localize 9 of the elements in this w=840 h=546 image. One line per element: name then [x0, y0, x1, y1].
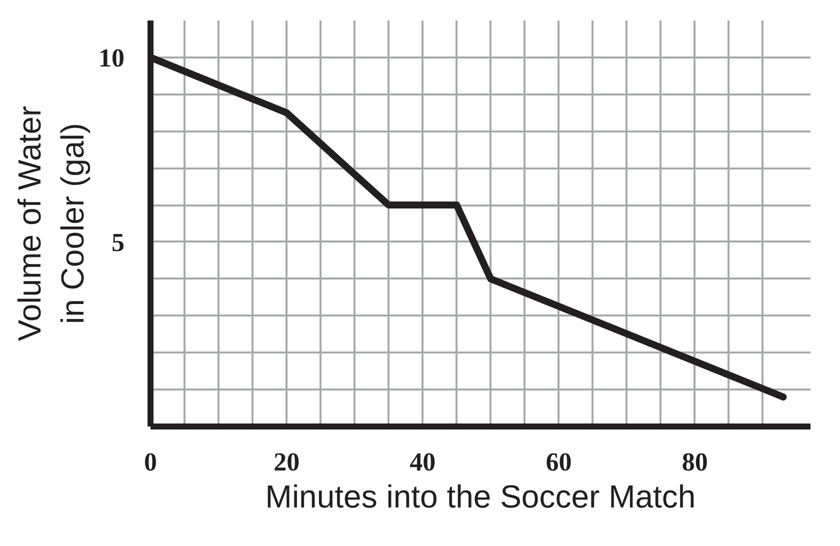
x-axis-title: Minutes into the Soccer Match [265, 478, 696, 514]
x-tick-label: 80 [682, 448, 708, 476]
x-tick-label: 0 [144, 448, 157, 476]
x-tick-label: 40 [410, 448, 436, 476]
x-tick-label: 60 [546, 448, 572, 476]
y-tick-label: 5 [112, 228, 124, 257]
x-tick-label: 20 [274, 448, 300, 476]
y-tick-label: 10 [98, 43, 124, 72]
y-axis-title: Volume of Water in Cooler (gal) [11, 105, 90, 342]
